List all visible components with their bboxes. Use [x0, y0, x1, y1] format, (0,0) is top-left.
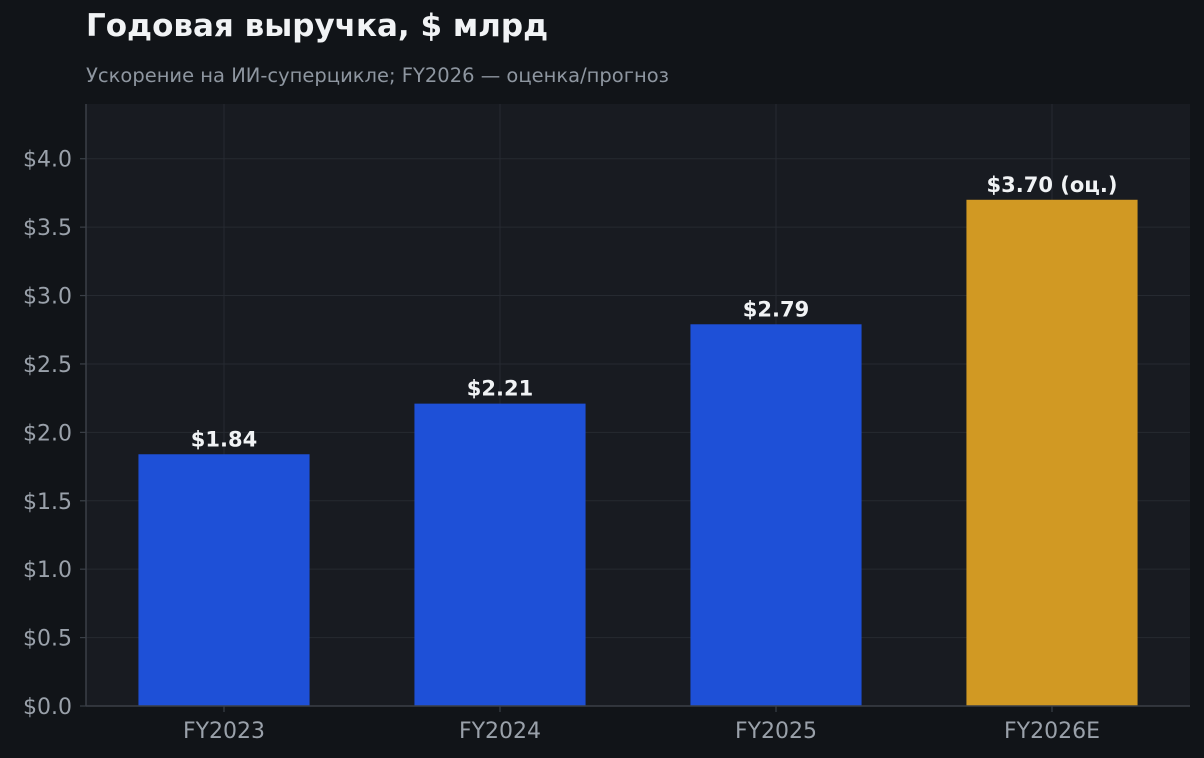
data-labels: $1.84 $2.21 $2.79 $3.70 (оц.)	[191, 173, 1118, 451]
bar-value-label: $2.79	[743, 297, 809, 321]
y-tick-label: $3.0	[23, 285, 72, 310]
chart-subtitle: Ускорение на ИИ-суперцикле; FY2026 — оце…	[86, 64, 670, 87]
y-tick-label: $0.5	[23, 627, 72, 652]
y-tick-label: $0.0	[23, 695, 72, 720]
bar-fy2024	[414, 403, 586, 706]
bar-value-label: $3.70 (оц.)	[987, 173, 1118, 197]
bar-fy2023	[138, 454, 310, 706]
x-tick-label: FY2025	[735, 719, 817, 744]
y-tick-label: $3.5	[23, 216, 72, 241]
bar-value-label: $1.84	[191, 427, 257, 451]
y-tick-label: $1.0	[23, 558, 72, 583]
y-tick-label: $2.5	[23, 353, 72, 378]
y-tick-label: $1.5	[23, 490, 72, 515]
bar-fy2026e	[966, 199, 1138, 707]
chart-title: Годовая выручка, $ млрд	[86, 8, 549, 44]
x-tick-label: FY2026E	[1004, 719, 1100, 744]
axes: $0.0 $0.5 $1.0 $1.5 $2.0 $2.5 $3.0 $3.5 $4.0 FY20…	[23, 104, 1190, 744]
bars	[138, 199, 1138, 707]
y-tick-label: $4.0	[23, 148, 72, 173]
y-tick-label: $2.0	[23, 421, 72, 446]
x-tick-label: FY2023	[183, 719, 265, 744]
x-tick-label: FY2024	[459, 719, 541, 744]
bar-value-label: $2.21	[467, 377, 533, 401]
bar-fy2025	[690, 324, 862, 706]
